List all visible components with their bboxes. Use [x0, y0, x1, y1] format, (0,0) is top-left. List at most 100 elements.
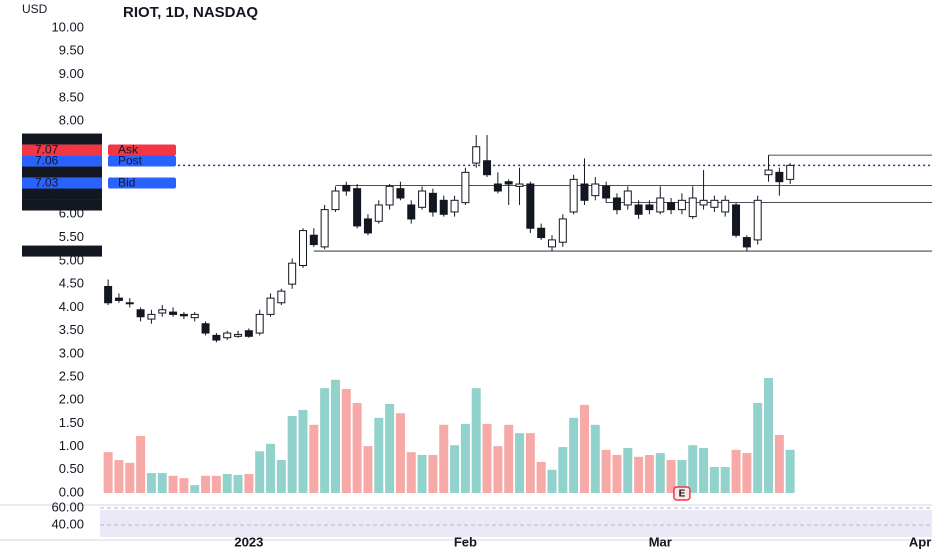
volume-bar [222, 473, 232, 493]
volume-bar [157, 473, 167, 493]
volume-bar [103, 452, 113, 493]
x-tick-label: Apr [909, 534, 931, 549]
earnings-marker-label: E [679, 489, 686, 500]
volume-bar [764, 377, 774, 493]
price-label-box [22, 144, 102, 156]
volume-bar [569, 417, 579, 493]
candle-body [320, 209, 329, 248]
volume-bar [114, 460, 124, 493]
volume-bar [341, 389, 351, 493]
price-label-box [22, 188, 102, 200]
candle-body [353, 188, 362, 227]
volume-bar [406, 452, 416, 493]
candle-body [255, 313, 264, 334]
candle-body [374, 204, 383, 222]
candle-body [493, 183, 502, 192]
candle-body [363, 218, 372, 234]
volume-bar [201, 475, 211, 493]
candle-body [742, 237, 751, 248]
price-tag: Bid [118, 176, 135, 190]
candle-body [450, 199, 459, 213]
candle-body [147, 313, 156, 320]
volume-bar [666, 460, 676, 493]
candle-body [591, 183, 600, 197]
price-label-box [22, 199, 102, 211]
volume-bar [146, 473, 156, 493]
price-label: 6.62 [35, 187, 59, 201]
candle-body [212, 334, 221, 341]
candle-body [223, 332, 232, 339]
candle-body [461, 171, 470, 204]
volume-bar [233, 474, 243, 493]
candle-body [612, 197, 621, 211]
candle-body [244, 330, 253, 337]
price-tag-box [108, 177, 176, 189]
volume-bar [688, 445, 698, 493]
candle-body [753, 199, 762, 241]
price-label-box [22, 133, 102, 145]
candle-body [277, 290, 286, 304]
price-tick-label: 3.50 [59, 322, 84, 337]
volume-bar [395, 413, 405, 493]
price-tag-box [108, 155, 176, 167]
candle-body [201, 323, 210, 334]
price-tick-label: 9.50 [59, 43, 84, 58]
volume-tick-label: 0.00 [59, 484, 84, 499]
indicator-tick-label: 60.00 [51, 499, 84, 514]
price-label-box [22, 166, 102, 178]
volume-bar [439, 424, 449, 493]
volume-bar [579, 404, 589, 493]
candle-body [710, 199, 719, 208]
volume-bar [753, 402, 763, 493]
price-label-box [22, 177, 102, 189]
volume-bar [504, 424, 514, 493]
volume-bar [450, 445, 460, 493]
volume-bar [136, 435, 146, 493]
price-tick-label: 4.00 [59, 299, 84, 314]
candle-body [104, 285, 113, 304]
volume-bar [612, 454, 622, 493]
chart-title: RIOT, 1D, NASDAQ [123, 4, 258, 21]
volume-bar [330, 379, 340, 493]
volume-bar [460, 423, 470, 493]
candle-body [677, 199, 686, 211]
candle-body [634, 204, 643, 215]
volume-bar [417, 454, 427, 493]
volume-bar [515, 433, 525, 493]
candle-body [309, 234, 318, 246]
candle-body [623, 190, 632, 206]
candle-body [407, 204, 416, 220]
volume-bar [644, 454, 654, 493]
price-tag: Ask [118, 143, 139, 157]
volume-bar [125, 462, 135, 493]
volume-tick-label: 0.50 [59, 461, 84, 476]
candle-body [385, 185, 394, 206]
candle-body [288, 262, 297, 285]
volume-bar [374, 417, 384, 493]
volume-bar [774, 435, 784, 493]
price-label-box [22, 245, 102, 257]
volume-bar [211, 475, 221, 493]
volume-tick-label: 1.50 [59, 415, 84, 430]
candle-body [526, 183, 535, 229]
volume-bar [276, 460, 286, 493]
volume-bar [742, 453, 752, 493]
volume-bar [320, 388, 330, 493]
volume-bar [352, 402, 362, 493]
candle-body [569, 178, 578, 213]
volume-bar [363, 446, 373, 493]
price-label: 7.05 [35, 165, 59, 179]
volume-bar [677, 460, 687, 493]
candle-body [266, 297, 275, 315]
candle-body [699, 199, 708, 206]
candle-body [418, 190, 427, 208]
volume-bar [590, 424, 600, 493]
candle-body [558, 218, 567, 243]
volume-bar [709, 467, 719, 493]
candle-body [688, 197, 697, 218]
volume-bar [168, 475, 178, 493]
volume-bar [731, 449, 741, 493]
volume-bar [179, 478, 189, 493]
price-label-box [22, 155, 102, 167]
